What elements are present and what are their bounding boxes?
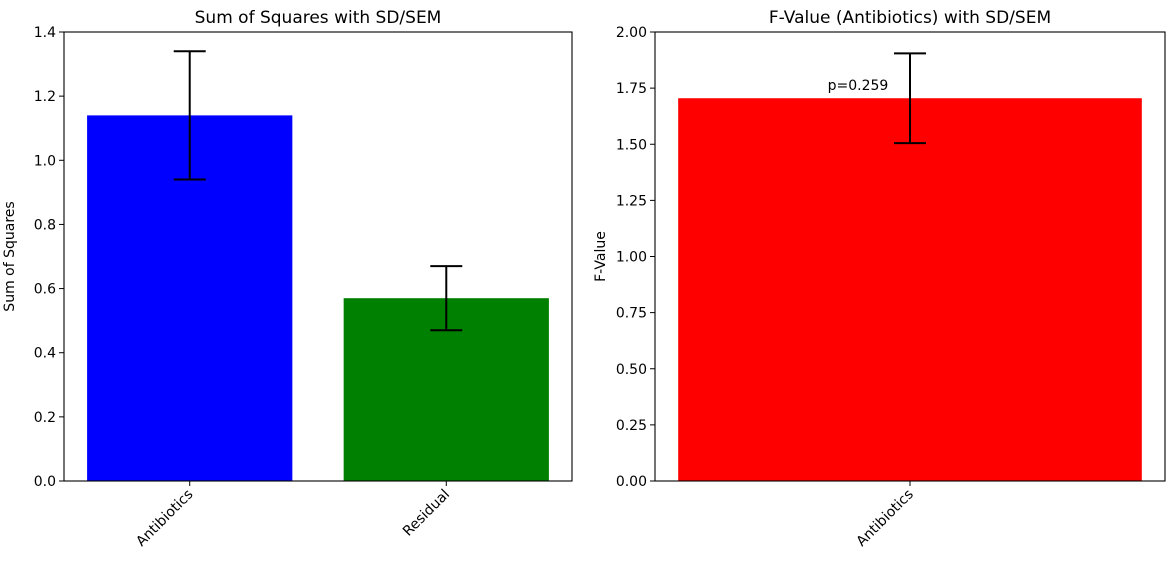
y-tick-label: 0.6 bbox=[34, 282, 56, 298]
chart-title: Sum of Squares with SD/SEM bbox=[195, 8, 442, 28]
error-bar-residual bbox=[430, 265, 463, 332]
y-tick-label: 0.8 bbox=[34, 217, 56, 233]
x-tick-label-residual: Residual bbox=[400, 487, 453, 540]
error-bar-antibiotics bbox=[173, 50, 206, 181]
y-tick-label: 1.75 bbox=[616, 81, 647, 97]
y-axis-label: F-Value bbox=[593, 231, 609, 282]
y-tick-label: 0.2 bbox=[34, 410, 56, 426]
chart-panel-2: 0.00 0.25 0.50 0.75 1.00 1.25 1.50 1.75 2.00 Anti… bbox=[593, 8, 1166, 550]
y-tick-label: 1.00 bbox=[616, 250, 647, 266]
annotation-p-value: p=0.259 bbox=[828, 78, 889, 94]
x-tick-label-antibiotics: Antibiotics bbox=[133, 487, 196, 550]
y-tick-label: 1.4 bbox=[34, 25, 56, 41]
y-tick-label: 0.4 bbox=[34, 346, 56, 362]
plot-frame bbox=[63, 31, 573, 482]
y-tick-label: 1.0 bbox=[34, 153, 56, 169]
y-tick-label: 0.75 bbox=[616, 306, 647, 322]
y-tick-label: 0.25 bbox=[616, 418, 647, 434]
y-tick-label: 1.50 bbox=[616, 137, 647, 153]
chart-panel-1: 0.0 0.2 0.4 0.6 0.8 1.0 1.2 1.4 Antibiotics Resid… bbox=[2, 8, 573, 550]
chart-title: F-Value (Antibiotics) with SD/SEM bbox=[769, 8, 1051, 28]
y-tick-label: 1.2 bbox=[34, 89, 56, 105]
y-tick-label: 2.00 bbox=[616, 25, 647, 41]
bar-antibiotics bbox=[678, 98, 1142, 481]
y-tick-label: 1.25 bbox=[616, 193, 647, 209]
y-tick-label: 0.00 bbox=[616, 474, 647, 490]
error-bar-antibiotics bbox=[894, 52, 926, 145]
y-axis-label: Sum of Squares bbox=[2, 201, 18, 311]
y-tick-label: 0.0 bbox=[34, 474, 56, 490]
y-tick-label: 0.50 bbox=[616, 362, 647, 378]
x-tick-label-antibiotics: Antibiotics bbox=[854, 487, 917, 550]
